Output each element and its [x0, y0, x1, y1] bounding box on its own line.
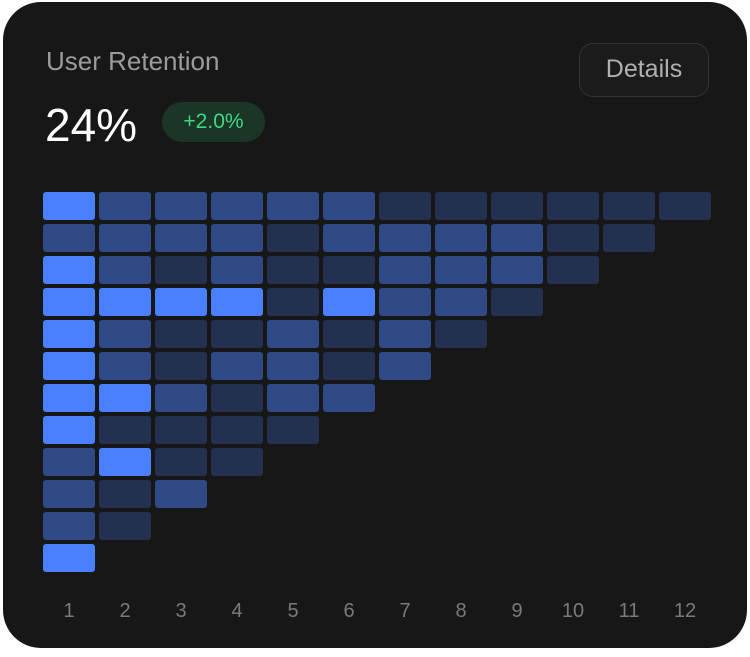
heatmap-cell: [379, 352, 431, 380]
heatmap-cell: [43, 256, 95, 284]
heatmap-cell: [155, 448, 207, 476]
heatmap-cell: [491, 288, 543, 316]
heatmap-cell: [211, 384, 263, 412]
heatmap-cell: [155, 384, 207, 412]
heatmap-cell: [99, 192, 151, 220]
heatmap-cell: [43, 416, 95, 444]
x-tick-label: 9: [511, 600, 523, 622]
heatmap-cell: [603, 192, 655, 220]
heatmap-cell: [43, 224, 95, 252]
heatmap-cell: [379, 192, 431, 220]
heatmap-cell: [267, 192, 319, 220]
heatmap-cell: [155, 288, 207, 316]
heatmap-cell: [491, 192, 543, 220]
heatmap-cell: [547, 256, 599, 284]
heatmap-cell: [43, 512, 95, 540]
heatmap-cell: [211, 192, 263, 220]
heatmap-cell: [99, 320, 151, 348]
heatmap-cell: [323, 320, 375, 348]
heatmap-cell: [267, 320, 319, 348]
heatmap-cell: [211, 352, 263, 380]
heatmap-cell: [323, 288, 375, 316]
x-tick-label: 4: [231, 600, 243, 622]
heatmap-cell: [379, 320, 431, 348]
heatmap-cell: [435, 288, 487, 316]
x-tick-label: 1: [63, 600, 75, 622]
heatmap-cell: [659, 192, 711, 220]
heatmap-cell: [435, 256, 487, 284]
heatmap-cell: [435, 192, 487, 220]
heatmap-cell: [43, 544, 95, 572]
heatmap-cell: [323, 384, 375, 412]
card-title: User Retention: [46, 46, 220, 76]
heatmap-cell: [323, 192, 375, 220]
x-tick-label: 5: [287, 600, 299, 622]
heatmap-cell: [379, 224, 431, 252]
x-tick-label: 7: [399, 600, 411, 622]
heatmap-cell: [43, 480, 95, 508]
heatmap-cell: [211, 288, 263, 316]
heatmap-cell: [323, 352, 375, 380]
heatmap-cell: [267, 256, 319, 284]
heatmap-cell: [323, 224, 375, 252]
x-tick-label: 3: [175, 600, 187, 622]
heatmap-cell: [267, 288, 319, 316]
x-tick-label: 6: [343, 600, 355, 622]
heatmap-cell: [155, 480, 207, 508]
heatmap-cell: [99, 256, 151, 284]
heatmap-cell: [211, 320, 263, 348]
heatmap-cell: [491, 224, 543, 252]
heatmap-cell: [43, 448, 95, 476]
heatmap-cell: [211, 448, 263, 476]
heatmap-cell: [99, 416, 151, 444]
heatmap-cell: [211, 256, 263, 284]
heatmap-cell: [155, 192, 207, 220]
heatmap-cell: [323, 256, 375, 284]
heatmap-cell: [211, 224, 263, 252]
x-tick-label: 12: [673, 600, 697, 622]
heatmap-cell: [43, 352, 95, 380]
heatmap-cell: [99, 480, 151, 508]
heatmap-cell: [43, 384, 95, 412]
heatmap-cell: [99, 512, 151, 540]
heatmap-cell: [99, 224, 151, 252]
heatmap-cell: [155, 320, 207, 348]
heatmap-cell: [43, 192, 95, 220]
heatmap-cell: [211, 416, 263, 444]
heatmap-cell: [267, 416, 319, 444]
heatmap-cell: [435, 320, 487, 348]
heatmap-cell: [379, 256, 431, 284]
heatmap-cell: [491, 256, 543, 284]
heatmap-cell: [267, 352, 319, 380]
heatmap-cell: [155, 256, 207, 284]
heatmap-cell: [99, 288, 151, 316]
retention-value: 24%: [45, 99, 138, 151]
x-tick-label: 8: [455, 600, 467, 622]
x-tick-label: 11: [618, 600, 640, 622]
heatmap-cell: [43, 320, 95, 348]
change-badge: +2.0%: [162, 102, 265, 142]
heatmap-cell: [155, 224, 207, 252]
heatmap-cell: [435, 224, 487, 252]
heatmap-cell: [267, 224, 319, 252]
heatmap-cell: [99, 448, 151, 476]
heatmap-cell: [155, 416, 207, 444]
x-tick-label: 2: [119, 600, 131, 622]
heatmap-cell: [603, 224, 655, 252]
heatmap-cell: [43, 288, 95, 316]
x-tick-label: 10: [561, 600, 585, 622]
heatmap-cell: [547, 224, 599, 252]
heatmap-cell: [547, 192, 599, 220]
heatmap-cell: [99, 352, 151, 380]
heatmap-cell: [379, 288, 431, 316]
heatmap-cell: [155, 352, 207, 380]
details-button[interactable]: Details: [579, 43, 709, 97]
heatmap-cell: [99, 384, 151, 412]
heatmap-cell: [267, 384, 319, 412]
